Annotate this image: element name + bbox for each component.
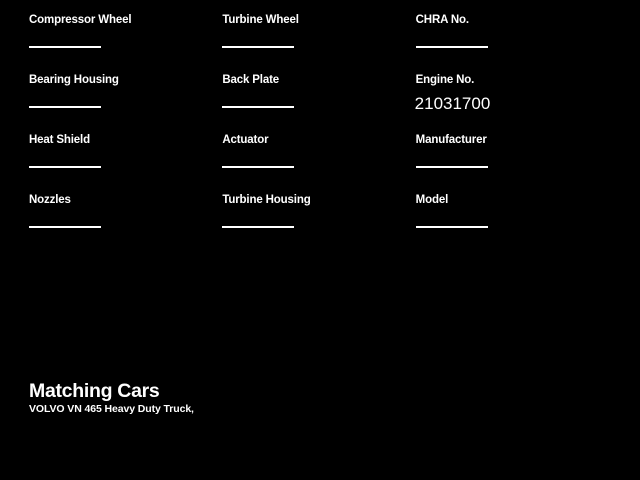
spec-field-nozzles[interactable]: Nozzles [29, 194, 222, 254]
spec-field-engine-no[interactable]: Engine No. 21031700 [414, 74, 609, 134]
spec-label: Actuator [222, 134, 269, 146]
spec-label: Back Plate [222, 74, 280, 86]
spec-label: Turbine Housing [222, 194, 311, 206]
spec-field-model[interactable]: Model [415, 194, 609, 254]
spec-row: Heat Shield Actuator Manufacturer [29, 134, 609, 194]
matching-cars-title: Matching Cars [29, 380, 160, 402]
spec-blank-rule [29, 106, 101, 108]
spec-blank-rule [222, 166, 295, 168]
spec-blank-rule [29, 166, 101, 168]
spec-field-manufacturer[interactable]: Manufacturer [415, 134, 609, 194]
spec-blank-rule [415, 226, 488, 228]
spec-label: CHRA No. [415, 14, 469, 26]
spec-blank-rule [415, 46, 488, 48]
spec-blank-rule [29, 226, 101, 228]
spec-field-actuator[interactable]: Actuator [222, 134, 415, 194]
spec-blank-rule [222, 106, 295, 108]
spec-label: Heat Shield [29, 134, 90, 146]
spec-label: Bearing Housing [29, 74, 119, 86]
spec-row: Compressor Wheel Turbine Wheel CHRA No. [29, 14, 609, 74]
spec-field-turbine-housing[interactable]: Turbine Housing [222, 194, 415, 254]
spec-field-bearing-housing[interactable]: Bearing Housing [29, 74, 222, 134]
spec-label: Engine No. [415, 74, 475, 86]
spec-field-heat-shield[interactable]: Heat Shield [29, 134, 222, 194]
matching-cars-section: Matching Cars VOLVO VN 465 Heavy Duty Tr… [29, 381, 589, 416]
spec-blank-rule [222, 226, 295, 228]
spec-value: 21031700 [414, 94, 491, 113]
spec-blank-rule [29, 46, 101, 48]
spec-row: Nozzles Turbine Housing Model [29, 194, 609, 254]
spec-label: Manufacturer [415, 134, 487, 146]
spec-label: Model [415, 194, 449, 206]
spec-row: Bearing Housing Back Plate Engine No. 21031… [29, 74, 609, 134]
spec-field-chra-no[interactable]: CHRA No. [415, 14, 609, 74]
spec-blank-rule [222, 46, 295, 48]
spec-label: Compressor Wheel [29, 14, 132, 26]
spec-label: Turbine Wheel [222, 14, 299, 26]
spec-field-turbine-wheel[interactable]: Turbine Wheel [222, 14, 415, 74]
spec-label: Nozzles [29, 194, 71, 206]
spec-field-compressor-wheel[interactable]: Compressor Wheel [29, 14, 222, 74]
spec-blank-rule [415, 166, 488, 168]
spec-grid: Compressor Wheel Turbine Wheel CHRA No. Bea… [29, 14, 609, 254]
spec-field-back-plate[interactable]: Back Plate [222, 74, 415, 134]
matching-cars-list: VOLVO VN 465 Heavy Duty Truck, [29, 403, 194, 415]
